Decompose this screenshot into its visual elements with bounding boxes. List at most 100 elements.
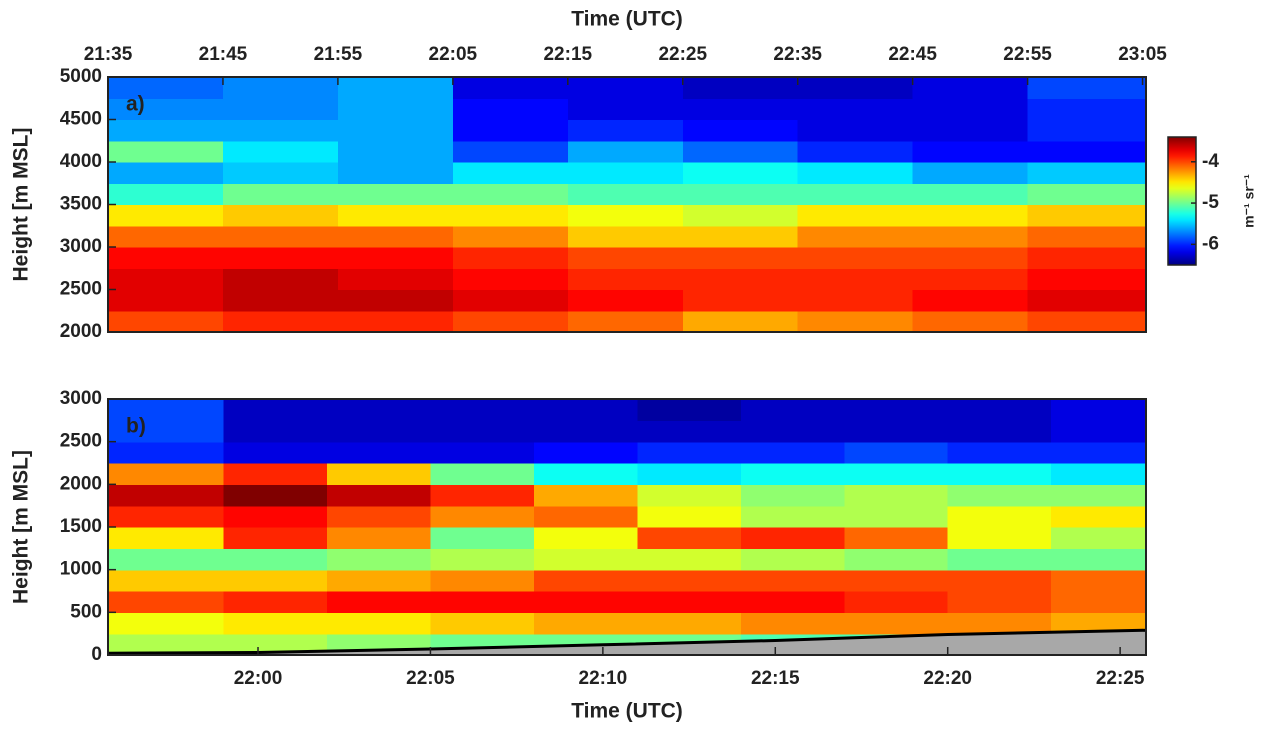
heatmap-cell xyxy=(430,484,535,507)
heatmap-cell xyxy=(533,484,638,507)
heatmap-cell xyxy=(452,204,569,227)
y-tick-label: 500 xyxy=(70,601,102,622)
x-axis-label: Time (UTC) xyxy=(571,700,683,723)
heatmap-cell xyxy=(844,420,949,443)
heatmap-cell xyxy=(740,569,845,592)
heatmap-cell xyxy=(337,140,454,163)
heatmap-cell xyxy=(222,140,339,163)
heatmap-cell xyxy=(337,183,454,206)
heatmap-cell xyxy=(947,548,1052,571)
heatmap-cell xyxy=(1051,527,1147,549)
heatmap-cell xyxy=(533,420,638,443)
heatmap-cell xyxy=(533,399,638,421)
heatmap-cell xyxy=(108,162,224,184)
x-tick-label: 22:15 xyxy=(543,44,592,65)
x-tick-label: 23:05 xyxy=(1118,44,1167,65)
heatmap-cell xyxy=(222,162,339,184)
y-tick-label: 0 xyxy=(91,644,102,665)
heatmap-cell xyxy=(108,548,225,571)
heatmap-cell xyxy=(452,140,569,163)
heatmap-cell xyxy=(947,399,1052,421)
heatmap-cell xyxy=(797,268,914,291)
heatmap-cell xyxy=(912,268,1029,291)
heatmap-cell xyxy=(452,98,569,121)
heatmap-cell xyxy=(337,98,454,121)
heatmap-cell xyxy=(430,441,535,464)
heatmap-cell xyxy=(797,204,914,227)
heatmap-cell xyxy=(1027,268,1147,291)
heatmap-cell xyxy=(682,268,799,291)
heatmap-cell xyxy=(108,204,224,227)
heatmap-cell xyxy=(430,591,535,613)
x-tick-label: 22:05 xyxy=(429,44,478,65)
heatmap-cell xyxy=(222,98,339,121)
heatmap-cell xyxy=(223,505,328,528)
heatmap-cell xyxy=(326,505,432,528)
heatmap-cell xyxy=(682,225,799,248)
heatmap-cell xyxy=(1027,77,1147,99)
heatmap-cell xyxy=(108,183,224,206)
heatmap-cell xyxy=(430,612,535,635)
y-axis-label: Height [m MSL] xyxy=(10,128,33,282)
x-tick-label: 22:00 xyxy=(234,668,283,689)
heatmap-cell xyxy=(430,548,535,571)
heatmap-cell xyxy=(844,591,949,613)
y-tick-label: 3000 xyxy=(60,388,102,409)
heatmap-cell xyxy=(947,612,1052,635)
heatmap-cell xyxy=(1051,420,1147,443)
heatmap-cell xyxy=(222,225,339,248)
heatmap-cell xyxy=(337,289,454,312)
heatmap-cell xyxy=(452,268,569,291)
heatmap-cell xyxy=(797,183,914,206)
heatmap-cell xyxy=(108,98,224,121)
y-tick-label: 2500 xyxy=(60,279,102,300)
heatmap-cell xyxy=(1027,289,1147,312)
heatmap-cell xyxy=(222,310,339,333)
heatmap-cell xyxy=(1027,162,1147,184)
heatmap-cell xyxy=(844,612,949,635)
heatmap-cell xyxy=(452,225,569,248)
heatmap-cell xyxy=(740,548,845,571)
heatmap-cell xyxy=(108,633,225,656)
heatmap-cell xyxy=(452,119,569,142)
heatmap-cell xyxy=(1027,247,1147,269)
colorbar xyxy=(1167,136,1197,266)
heatmap-cell xyxy=(567,77,684,99)
colorbar-tick-label: -5 xyxy=(1202,192,1219,213)
heatmap-cell xyxy=(740,612,845,635)
heatmap-cell xyxy=(337,204,454,227)
heatmap-cell xyxy=(682,289,799,312)
heatmap-cell xyxy=(452,289,569,312)
heatmap-cell xyxy=(947,484,1052,507)
heatmap-cell xyxy=(533,591,638,613)
heatmap-cell xyxy=(108,140,224,163)
heatmap-cell xyxy=(947,591,1052,613)
heatmap-cell xyxy=(326,569,432,592)
heatmap-cell xyxy=(430,399,535,421)
heatmap-cell xyxy=(452,162,569,184)
heatmap-cell xyxy=(797,310,914,333)
heatmap-cell xyxy=(326,527,432,549)
heatmap-cell xyxy=(430,463,535,485)
colorbar-label: m⁻¹ sr⁻¹ xyxy=(1241,174,1257,228)
heatmap-cell xyxy=(682,183,799,206)
heatmap-cell xyxy=(108,225,224,248)
y-tick-label: 3000 xyxy=(60,236,102,257)
heatmap-cell xyxy=(108,289,224,312)
heatmap-cell xyxy=(567,310,684,333)
heatmap-cell xyxy=(337,247,454,269)
heatmap-cell xyxy=(223,569,328,592)
heatmap-cell xyxy=(947,527,1052,549)
heatmap-cell xyxy=(740,484,845,507)
heatmap-cell xyxy=(637,420,742,443)
heatmap-cell xyxy=(1027,204,1147,227)
y-tick-label: 2500 xyxy=(60,431,102,452)
heatmap-cell xyxy=(326,484,432,507)
y-tick-label: 5000 xyxy=(60,66,102,87)
heatmap-cell xyxy=(108,463,225,485)
heatmap-cell xyxy=(637,484,742,507)
heatmap-cell xyxy=(567,289,684,312)
heatmap-cell xyxy=(326,612,432,635)
heatmap-cell xyxy=(682,140,799,163)
heatmap-cell xyxy=(326,548,432,571)
